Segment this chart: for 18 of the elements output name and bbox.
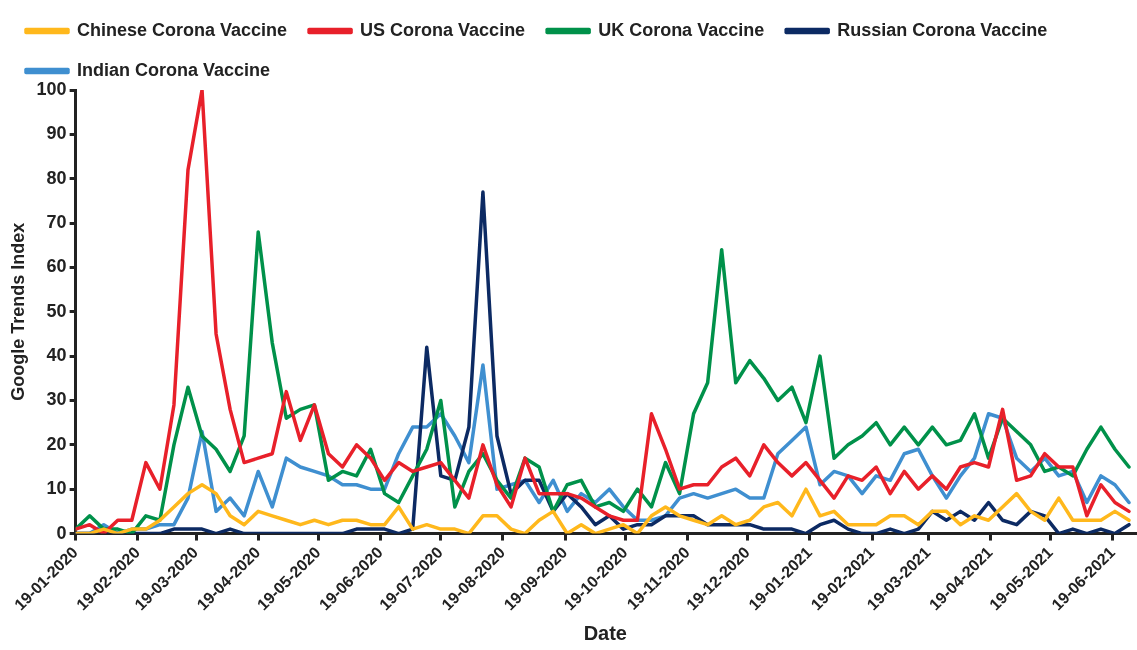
y-tick-label: 0: [56, 522, 67, 543]
legend-label: Indian Corona Vaccine: [77, 59, 271, 80]
legend-label: Russian Corona Vaccine: [837, 19, 1048, 40]
y-tick-label: 100: [36, 78, 67, 99]
y-tick-label: 10: [46, 478, 67, 499]
y-tick-label: 70: [46, 212, 67, 233]
y-tick-label: 40: [46, 345, 67, 366]
x-axis-title: Date: [583, 621, 627, 644]
y-tick-label: 90: [46, 123, 67, 144]
legend-label: US Corona Vaccine: [360, 19, 526, 40]
legend-label: Chinese Corona Vaccine: [77, 19, 288, 40]
y-tick-label: 80: [46, 167, 67, 188]
y-tick-label: 60: [46, 256, 67, 277]
legend-label: UK Corona Vaccine: [598, 19, 765, 40]
y-tick-label: 20: [46, 433, 67, 454]
y-tick-label: 30: [46, 389, 67, 410]
y-axis-title: Google Trends Index: [7, 222, 28, 401]
y-tick-label: 50: [46, 300, 67, 321]
